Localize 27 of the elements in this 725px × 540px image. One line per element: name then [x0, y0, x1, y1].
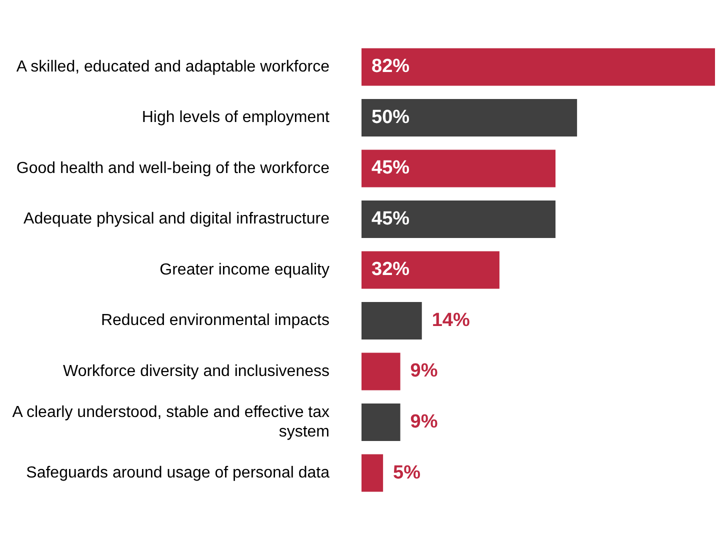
y-tick-label: Reduced environmental impacts [100, 312, 330, 330]
y-tick-label: Greater income equality [160, 261, 330, 278]
y-tick-label: Good health and well-being of the workforce [16, 160, 330, 177]
bar [362, 150, 556, 188]
data-label: 50% [372, 106, 410, 128]
y-tick-label: Safeguards around usage of personal data [26, 464, 330, 482]
bar [362, 454, 384, 492]
y-tick-label: A clearly understood, stable and effective tax system [12, 404, 330, 440]
bar [362, 251, 500, 289]
data-label: 45% [372, 208, 410, 230]
bar [362, 352, 400, 390]
data-label: 45% [372, 158, 410, 179]
data-label: 5% [393, 462, 421, 484]
data-label: 9% [410, 412, 438, 432]
y-tick-label: A skilled, educated and adaptable workforce [16, 58, 330, 76]
data-label: 32% [372, 259, 410, 280]
y-tick-label: Adequate physical and digital infrastructure [24, 210, 330, 228]
data-label: 82% [372, 56, 410, 78]
bar [362, 403, 400, 442]
data-label: 14% [432, 310, 470, 331]
data-label: 9% [410, 360, 438, 382]
bar [362, 302, 422, 340]
y-tick-label: Workforce diversity and inclusiveness [63, 362, 330, 380]
bar [362, 48, 715, 86]
bar [362, 200, 556, 238]
y-tick-label: High levels of employment [142, 109, 330, 126]
bar [362, 98, 578, 137]
